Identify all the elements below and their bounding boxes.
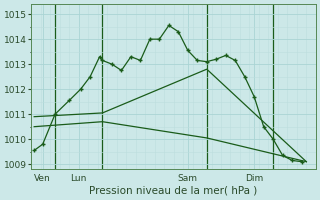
X-axis label: Pression niveau de la mer( hPa ): Pression niveau de la mer( hPa ) xyxy=(90,186,258,196)
